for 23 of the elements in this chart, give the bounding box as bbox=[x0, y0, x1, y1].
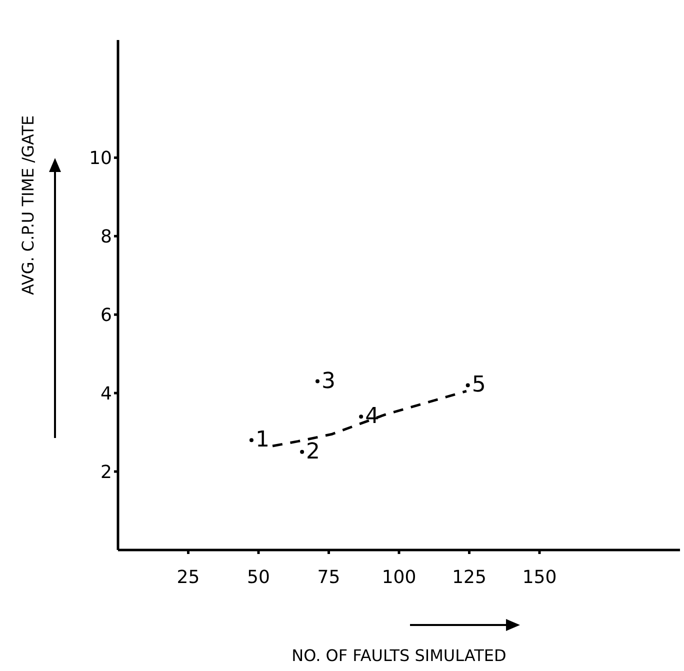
point bbox=[466, 383, 470, 388]
annotation: 5 bbox=[472, 372, 486, 398]
point bbox=[249, 438, 254, 442]
annotation: 2 bbox=[306, 439, 320, 464]
annotation: 1 bbox=[255, 428, 270, 453]
point bbox=[300, 450, 304, 454]
x-tick-label: 25 bbox=[176, 566, 200, 588]
y-tick-label: 8 bbox=[100, 226, 112, 248]
x-tick-label: 100 bbox=[382, 566, 416, 588]
y-axis-title: AVG. C.P.U TIME /GATE bbox=[18, 115, 38, 295]
annotation: 3 bbox=[322, 368, 336, 394]
y-tick-label: 2 bbox=[100, 462, 112, 483]
y-tick-label: 10 bbox=[89, 148, 112, 170]
y-tick-label: 4 bbox=[100, 383, 112, 404]
x-tick-label: 50 bbox=[247, 566, 270, 588]
x-tick-label: 150 bbox=[522, 566, 557, 588]
point bbox=[359, 414, 364, 419]
x-axis-title: NO. OF FAULTS SIMULATED bbox=[292, 646, 506, 665]
annotation: 4 bbox=[365, 404, 380, 430]
x-tick-label: 75 bbox=[317, 566, 340, 588]
x-tick-label: 125 bbox=[452, 566, 486, 588]
y-tick-label: 6 bbox=[100, 305, 112, 326]
point bbox=[316, 379, 320, 384]
